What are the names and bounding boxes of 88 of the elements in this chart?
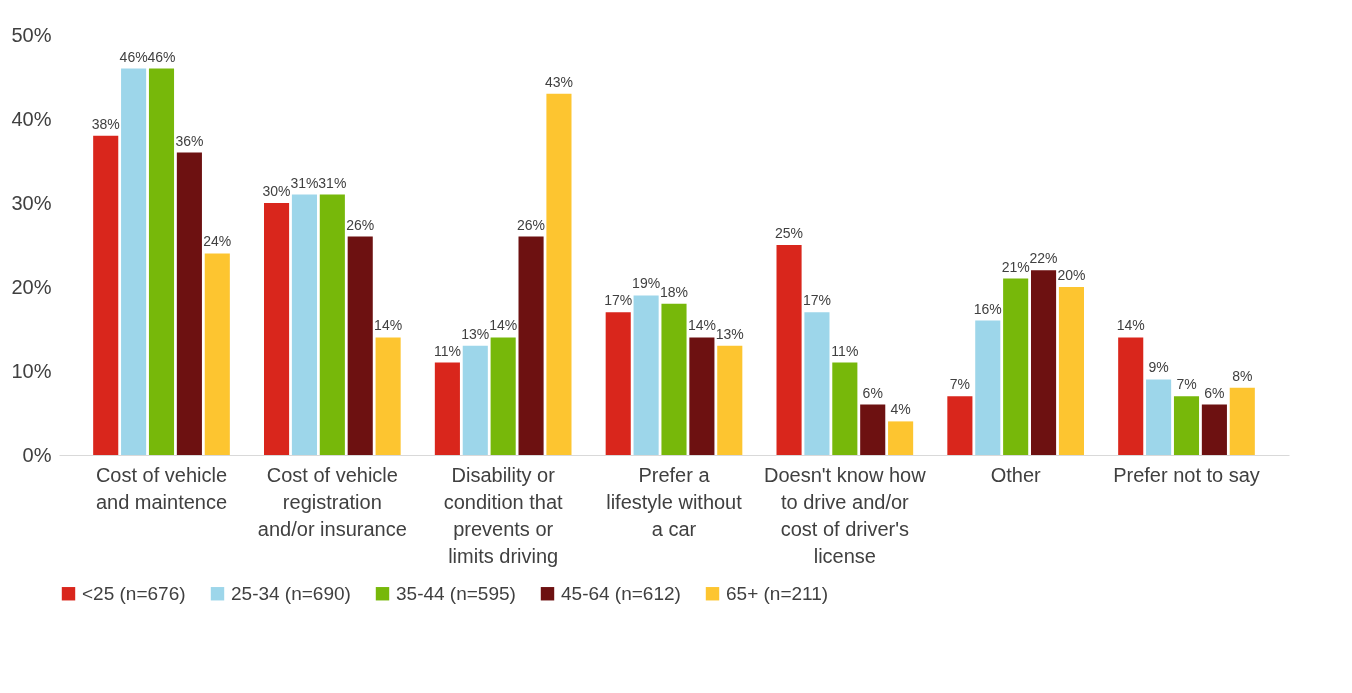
bar	[776, 245, 802, 455]
data-label: 17%	[802, 292, 831, 309]
data-label: 43%	[544, 73, 573, 90]
bar	[264, 203, 290, 455]
legend-label: <25 (n=676)	[82, 582, 186, 604]
bar	[947, 396, 973, 455]
data-label: 14%	[687, 317, 716, 334]
bar	[1229, 387, 1255, 455]
bar	[633, 295, 659, 455]
data-label: 16%	[973, 300, 1002, 317]
bar	[291, 194, 317, 455]
legend-label: 45-64 (n=612)	[561, 582, 681, 604]
bar	[832, 362, 858, 455]
x-tick-label: Cost of vehicle registration and/or insurance	[257, 463, 407, 540]
bar	[1146, 379, 1172, 455]
data-label: 26%	[346, 216, 375, 233]
legend-label: 65+ (n=211)	[726, 582, 829, 604]
y-tick-label: 40%	[11, 107, 52, 130]
data-label: 30%	[262, 183, 291, 199]
bar	[860, 404, 886, 455]
data-label: 8%	[1232, 367, 1253, 384]
bar	[176, 152, 202, 455]
bar	[605, 312, 631, 455]
bar	[546, 93, 572, 455]
data-label: 26%	[517, 216, 546, 233]
bar	[347, 236, 373, 455]
data-label: 31%	[290, 174, 319, 191]
data-label: 31%	[318, 174, 347, 191]
bar	[1058, 287, 1084, 455]
data-label: 25%	[775, 225, 804, 241]
y-tick-label: 10%	[11, 359, 52, 382]
bar	[1173, 396, 1200, 455]
bar	[490, 337, 516, 455]
data-label: 20%	[1057, 267, 1086, 283]
data-label: 11%	[433, 342, 461, 359]
bar	[319, 194, 345, 455]
data-label: 38%	[91, 115, 120, 132]
data-label: 19%	[632, 275, 661, 292]
data-label: 7%	[949, 376, 970, 393]
bar	[462, 345, 488, 455]
x-tick-label: Prefer a lifestyle without a car	[606, 463, 743, 540]
data-label: 14%	[1116, 317, 1145, 334]
bar	[1118, 337, 1144, 455]
bar	[204, 253, 230, 455]
bar	[661, 303, 687, 455]
data-label: 13%	[715, 325, 744, 342]
x-tick-label: Other	[990, 463, 1042, 486]
data-label: 24%	[203, 233, 232, 250]
bar	[717, 345, 743, 455]
data-label: 6%	[862, 384, 883, 401]
data-label: 6%	[1204, 384, 1225, 401]
bar	[975, 320, 1001, 455]
data-label: 18%	[659, 283, 689, 300]
data-label: 13%	[461, 325, 490, 342]
bar	[148, 68, 175, 455]
data-label: 46%	[147, 48, 176, 65]
x-tick-label: Disability or condition that prevents or limits driving	[443, 463, 564, 567]
data-label: 9%	[1148, 359, 1169, 376]
data-label: 21%	[1001, 258, 1030, 275]
data-label: 14%	[489, 317, 518, 334]
data-label: 17%	[604, 292, 633, 309]
data-label: 4%	[890, 401, 911, 418]
legend-label: 35-44 (n=595)	[396, 582, 516, 604]
x-tick-label: Cost of vehicle and maintence	[95, 463, 228, 513]
bar	[434, 362, 460, 455]
x-tick-label: Prefer not to say	[1113, 463, 1260, 486]
y-tick-label: 20%	[11, 275, 52, 298]
bar	[1031, 270, 1057, 455]
bar	[375, 337, 401, 455]
data-label: 7%	[1176, 376, 1197, 393]
y-tick-label: 0%	[22, 443, 52, 466]
y-tick-label: 30%	[11, 191, 52, 214]
bar	[93, 135, 119, 455]
data-label: 22%	[1029, 250, 1058, 267]
data-label: 11%	[831, 342, 859, 359]
bar	[689, 337, 715, 455]
bar	[888, 421, 914, 455]
bar	[518, 236, 544, 455]
data-label: 14%	[374, 317, 403, 334]
data-label: 36%	[175, 132, 204, 149]
x-tick-label: Doesn't know how to drive and/or cost of driver's license	[763, 463, 927, 567]
bar	[1201, 404, 1227, 455]
bar	[804, 312, 830, 455]
y-tick-label: 50%	[11, 23, 52, 46]
legend-label: 25-34 (n=690)	[231, 582, 351, 604]
bar	[1003, 278, 1029, 455]
bar	[121, 68, 147, 455]
data-label: 46%	[119, 48, 148, 65]
